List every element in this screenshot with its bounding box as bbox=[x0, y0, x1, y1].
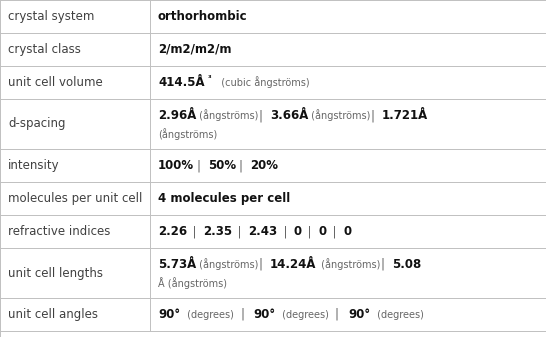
Text: (degrees): (degrees) bbox=[279, 309, 329, 319]
Text: |: | bbox=[370, 109, 374, 122]
Text: 90°: 90° bbox=[158, 308, 180, 321]
Text: 90°: 90° bbox=[253, 308, 275, 321]
Text: unit cell lengths: unit cell lengths bbox=[8, 267, 103, 279]
Text: 2.35: 2.35 bbox=[203, 225, 233, 238]
Text: (ångströms): (ångströms) bbox=[308, 110, 370, 121]
Text: 414.5Å: 414.5Å bbox=[158, 76, 205, 89]
Text: 2.96Å: 2.96Å bbox=[158, 109, 196, 122]
Text: refractive indices: refractive indices bbox=[8, 225, 110, 238]
Text: |: | bbox=[325, 225, 337, 238]
Text: (degrees): (degrees) bbox=[374, 309, 424, 319]
Text: orthorhombic: orthorhombic bbox=[158, 10, 248, 23]
Text: |: | bbox=[335, 308, 339, 321]
Text: |: | bbox=[258, 109, 262, 122]
Text: |: | bbox=[230, 225, 242, 238]
Text: Å (ångströms): Å (ångströms) bbox=[158, 277, 227, 289]
Text: 2.43: 2.43 bbox=[248, 225, 277, 238]
Text: 5.73Å: 5.73Å bbox=[158, 258, 196, 271]
Text: 14.24Å: 14.24Å bbox=[270, 258, 316, 271]
Text: 0: 0 bbox=[343, 225, 351, 238]
Text: |: | bbox=[276, 225, 287, 238]
Text: 100%: 100% bbox=[158, 159, 194, 172]
Text: |: | bbox=[238, 159, 242, 172]
Text: 5.08: 5.08 bbox=[392, 258, 422, 271]
Text: |: | bbox=[185, 225, 197, 238]
Text: (ångströms): (ångströms) bbox=[196, 258, 258, 271]
Text: d-spacing: d-spacing bbox=[8, 118, 66, 130]
Text: (ångströms): (ångströms) bbox=[158, 128, 217, 140]
Text: |: | bbox=[300, 225, 312, 238]
Text: 50%: 50% bbox=[208, 159, 236, 172]
Text: crystal class: crystal class bbox=[8, 43, 81, 56]
Text: (ångströms): (ångströms) bbox=[196, 110, 258, 121]
Text: unit cell angles: unit cell angles bbox=[8, 308, 98, 321]
Text: 2/m2/m2/m: 2/m2/m2/m bbox=[158, 43, 232, 56]
Text: intensity: intensity bbox=[8, 159, 60, 172]
Text: (ångströms): (ångströms) bbox=[318, 258, 381, 271]
Text: (cubic ångströms): (cubic ångströms) bbox=[215, 76, 310, 88]
Text: molecules per unit cell: molecules per unit cell bbox=[8, 192, 143, 205]
Text: 1.721Å: 1.721Å bbox=[382, 109, 428, 122]
Text: crystal system: crystal system bbox=[8, 10, 94, 23]
Text: 0: 0 bbox=[294, 225, 302, 238]
Text: 20%: 20% bbox=[250, 159, 278, 172]
Text: |: | bbox=[380, 258, 384, 271]
Text: |: | bbox=[240, 308, 244, 321]
Text: |: | bbox=[196, 159, 200, 172]
Text: ³: ³ bbox=[208, 74, 212, 83]
Text: (degrees): (degrees) bbox=[184, 309, 234, 319]
Text: 3.66Å: 3.66Å bbox=[270, 109, 308, 122]
Text: 0: 0 bbox=[318, 225, 327, 238]
Text: 4 molecules per cell: 4 molecules per cell bbox=[158, 192, 290, 205]
Text: 90°: 90° bbox=[348, 308, 370, 321]
Text: |: | bbox=[258, 258, 262, 271]
Text: unit cell volume: unit cell volume bbox=[8, 76, 103, 89]
Text: 2.26: 2.26 bbox=[158, 225, 187, 238]
